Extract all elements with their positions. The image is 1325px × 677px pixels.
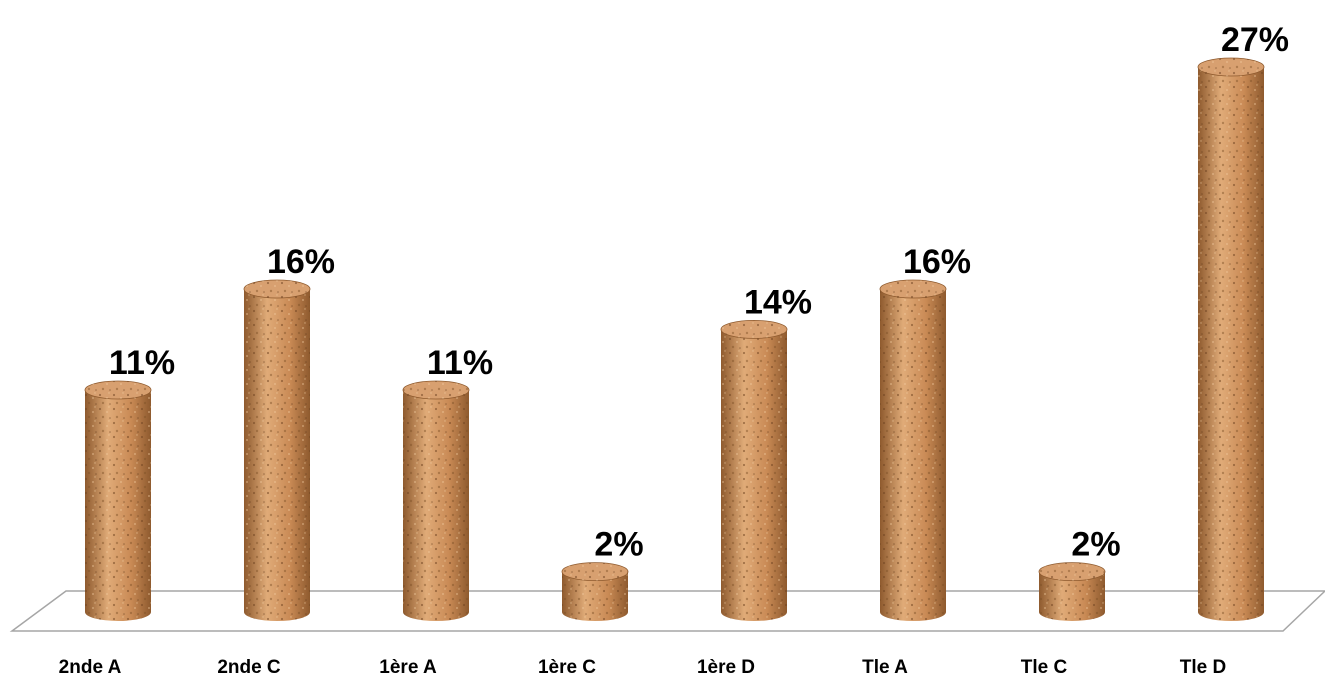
bar-texture [880, 289, 946, 621]
chart-floor [9, 590, 1325, 632]
bar [1197, 57, 1265, 621]
bar [561, 562, 629, 621]
bar-top-texture [85, 380, 151, 399]
data-label: 11% [427, 344, 493, 382]
data-label: 2% [1071, 526, 1120, 564]
bar [402, 380, 470, 621]
bar-top-texture [721, 320, 787, 339]
category-labels-group: 2nde A 2nde C 1ère A 1ère C 1ère D Tle A Tle C… [59, 657, 1227, 677]
bar-top-texture [1198, 58, 1264, 76]
data-label: 14% [744, 283, 812, 321]
bar-top-texture [562, 562, 628, 581]
data-label: 27% [1221, 21, 1289, 59]
bar-texture [1198, 67, 1264, 621]
x-tick-label: 1ère C [538, 657, 596, 677]
value-labels-group: 11% 16% 11% 2% 14% 16% 2% 27% [109, 21, 1289, 564]
data-label: 16% [903, 243, 971, 281]
data-label: 2% [594, 526, 643, 564]
bar-texture [721, 329, 787, 621]
bar-texture [85, 389, 151, 621]
bar-top-texture [1039, 562, 1105, 581]
x-tick-label: 1ère D [697, 657, 755, 677]
bar-top-texture [403, 380, 469, 399]
x-tick-label: Tle D [1180, 657, 1226, 677]
bar [243, 279, 311, 621]
x-tick-label: 2nde A [59, 657, 122, 677]
x-tick-label: Tle C [1021, 657, 1068, 677]
bar-top-texture [880, 280, 946, 299]
data-label: 16% [267, 243, 335, 281]
bar [720, 320, 788, 621]
data-label: 11% [109, 344, 175, 382]
bars-group [84, 57, 1265, 621]
bar-texture [244, 289, 310, 621]
x-tick-label: 1ère A [379, 657, 437, 677]
bar [1038, 562, 1106, 621]
bar-top-texture [244, 280, 310, 299]
bar [879, 279, 947, 621]
x-tick-label: Tle A [862, 657, 908, 677]
bar [84, 380, 152, 621]
bar-texture [1039, 571, 1105, 621]
x-tick-label: 2nde C [217, 657, 281, 677]
bar-texture [562, 571, 628, 621]
bar-texture [403, 389, 469, 621]
